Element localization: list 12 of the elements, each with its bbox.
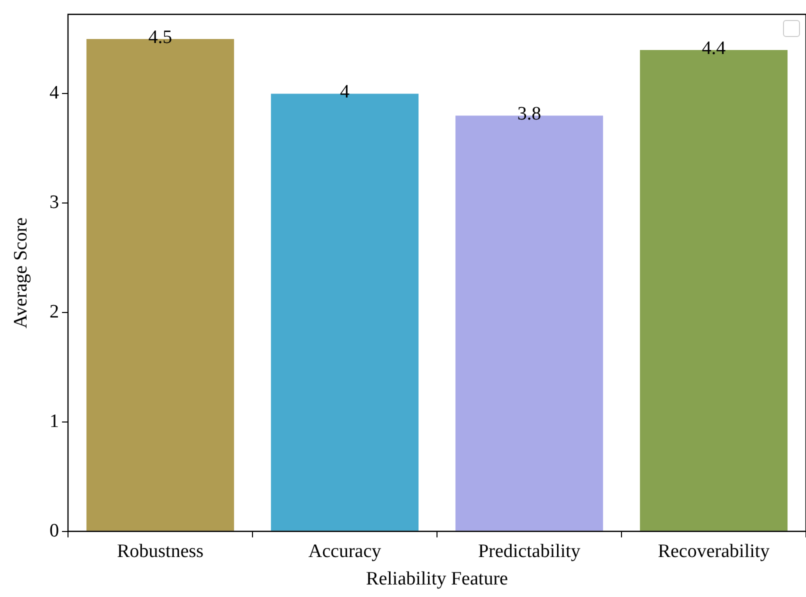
x-axis-title: Reliability Feature	[366, 568, 508, 590]
x-tick-label: Accuracy	[308, 540, 382, 562]
y-tick-label: 0	[50, 520, 59, 542]
x-tick-label: Recoverability	[658, 540, 770, 562]
y-axis-title: Average Score	[10, 217, 32, 328]
y-tick-label: 4	[50, 82, 60, 104]
y-tick-label: 2	[50, 302, 59, 323]
x-tick-label: Predictability	[478, 540, 581, 562]
y-tick-label: 1	[50, 410, 59, 432]
x-tick-label: Robustness	[116, 540, 204, 562]
data-label: 3.8	[517, 104, 542, 125]
y-tick-label: 3	[50, 192, 59, 214]
